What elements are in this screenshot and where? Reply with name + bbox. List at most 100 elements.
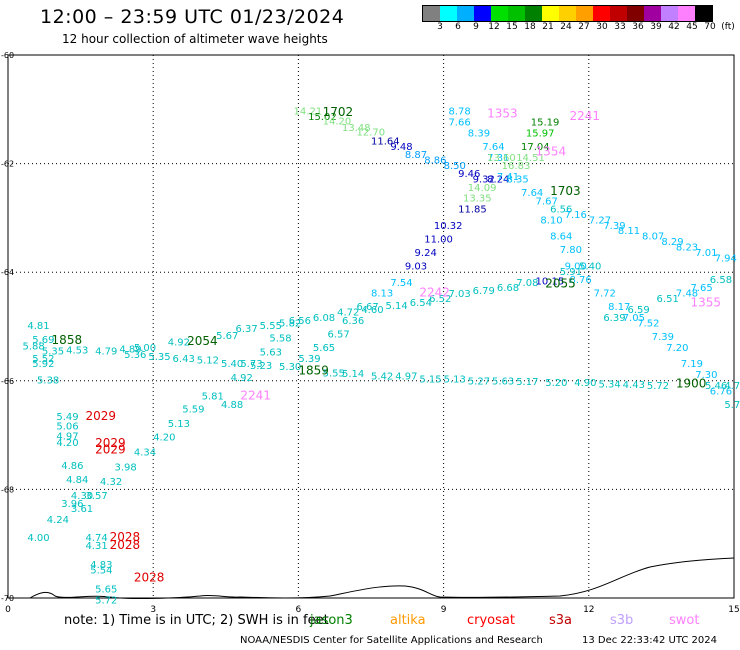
swh-value-label: 10.32 bbox=[434, 221, 463, 232]
colorbar-labels: 3 6 9 12 15 18 21 24 27 30 33 36 39 42 45 70 (ft) bbox=[422, 22, 735, 34]
colorbar-cell bbox=[593, 6, 610, 21]
swh-value-label: 5.38 bbox=[37, 376, 59, 387]
colorbar-label: 18 bbox=[524, 22, 536, 32]
swh-value-label: 4.60 bbox=[361, 305, 383, 316]
swh-value-label: 5.17 bbox=[516, 377, 538, 388]
swh-value-label: 7.66 bbox=[448, 118, 470, 129]
swh-value-label: 7.48 bbox=[676, 289, 698, 300]
time-label: 2241 bbox=[569, 109, 600, 123]
swh-value-label: 15.02 bbox=[308, 112, 337, 123]
colorbar-label: 45 bbox=[686, 22, 698, 32]
swh-value-label: 16.83 bbox=[502, 161, 531, 172]
colorbar-label: (ft) bbox=[721, 22, 735, 32]
swh-value-label: 4.20 bbox=[153, 433, 175, 444]
swh-value-label: 6.57 bbox=[327, 329, 349, 340]
swh-value-label: 5.55 bbox=[323, 368, 345, 379]
time-label: 2029 bbox=[95, 436, 126, 450]
x-tick-label: 6 bbox=[296, 605, 302, 615]
swh-value-label: 8.07 bbox=[642, 232, 664, 243]
swh-value-label: 5.35 bbox=[42, 347, 64, 358]
swh-value-label: 6.39 bbox=[603, 313, 625, 324]
legend-item-s3b: s3b bbox=[610, 613, 634, 628]
swh-value-label: 4.92 bbox=[231, 373, 253, 384]
swh-value-label: 14.21 bbox=[294, 107, 323, 118]
swh-value-label: 4.79 bbox=[95, 347, 117, 358]
swh-value-label: 7.65 bbox=[690, 283, 712, 294]
swh-value-label: 10.15 bbox=[536, 277, 565, 288]
swh-value-label: 5.72 bbox=[647, 381, 669, 392]
swh-value-label: 4.81 bbox=[27, 321, 49, 332]
time-label: 2029 bbox=[95, 443, 126, 457]
time-label: 1353 bbox=[487, 106, 518, 120]
x-tick-label: 0 bbox=[5, 605, 11, 615]
swh-value-label: 5.81 bbox=[202, 391, 224, 402]
swh-value-label: 6.36 bbox=[342, 316, 364, 327]
time-label: 2028 bbox=[110, 538, 141, 552]
swh-value-label: 4.86 bbox=[61, 461, 83, 472]
swh-value-label: 8.17 bbox=[608, 302, 630, 313]
swh-value-label: 4.43 bbox=[623, 380, 645, 391]
swh-value-label: 5.91 bbox=[560, 267, 582, 278]
swh-value-label: 5.72 bbox=[95, 595, 117, 606]
swh-value-label: 7.41 bbox=[497, 172, 519, 183]
swh-value-label: 7.27 bbox=[589, 215, 611, 226]
swh-value-label: 4.89 bbox=[119, 345, 141, 356]
swh-value-label: 5.79 bbox=[724, 400, 740, 411]
colorbar-cell bbox=[559, 6, 576, 21]
swh-value-label: 6.51 bbox=[657, 294, 679, 305]
swh-value-label: 4.32 bbox=[100, 477, 122, 488]
swh-value-label: 6.67 bbox=[356, 302, 378, 313]
swh-value-label: 3.96 bbox=[61, 499, 83, 510]
colorbar-label: 21 bbox=[542, 22, 554, 32]
colorbar-label: 36 bbox=[632, 22, 644, 32]
swh-value-label: 8.35 bbox=[507, 175, 529, 186]
swh-value-label: 17.04 bbox=[521, 142, 550, 153]
legend-item-s3a: s3a bbox=[549, 613, 573, 628]
swh-value-label: 5.27 bbox=[468, 377, 490, 388]
colorbar-label: 70 bbox=[704, 22, 716, 32]
swh-value-label: 4.74 bbox=[85, 533, 107, 544]
colorbar-label: 24 bbox=[560, 22, 572, 32]
swh-value-label: 5.65 bbox=[95, 585, 117, 596]
swh-value-label: 8.86 bbox=[424, 156, 446, 167]
swh-value-label: 5.13 bbox=[444, 374, 466, 385]
swh-value-label: 6.56 bbox=[550, 204, 572, 215]
y-tick-label: -68 bbox=[1, 485, 14, 494]
colorbar-label: 15 bbox=[506, 22, 518, 32]
swh-value-label: 4.24 bbox=[47, 515, 69, 526]
swh-value-label: 9.46 bbox=[458, 169, 480, 180]
swh-value-label: 5.13 bbox=[168, 419, 190, 430]
legend-item-altika: altika bbox=[390, 613, 426, 628]
swh-value-label: 4.20 bbox=[56, 438, 78, 449]
swh-value-label: 7.94 bbox=[715, 253, 737, 264]
swh-value-label: 6.58 bbox=[710, 275, 732, 286]
colorbar-cell bbox=[627, 6, 644, 21]
swh-value-label: 7.54 bbox=[390, 278, 412, 289]
colorbar-cell bbox=[644, 6, 661, 21]
swh-value-label: 8.64 bbox=[550, 232, 572, 243]
y-tick-label: -60 bbox=[1, 51, 14, 60]
swh-value-label: 4.53 bbox=[66, 346, 88, 357]
y-tick-label: -62 bbox=[1, 160, 14, 169]
colorbar-cell bbox=[525, 6, 542, 21]
swh-value-label: 4.88 bbox=[221, 400, 243, 411]
colorbar-cell bbox=[423, 6, 440, 21]
time-label: 1355 bbox=[690, 295, 721, 309]
swh-value-label: 6.52 bbox=[429, 294, 451, 305]
swh-value-label: 4.97 bbox=[395, 372, 417, 383]
swh-value-label: 15.19 bbox=[531, 118, 560, 129]
swh-value-label: 5.23 bbox=[250, 361, 272, 372]
swh-value-label: 13.35 bbox=[463, 194, 492, 205]
swh-value-label: 7.80 bbox=[560, 245, 582, 256]
swh-value-label: 14.09 bbox=[468, 183, 497, 194]
swh-value-label: 5.14 bbox=[386, 301, 408, 312]
generated-timestamp: 13 Dec 22:33:42 UTC 2024 bbox=[582, 635, 717, 646]
swh-value-label: 7.16 bbox=[565, 210, 587, 221]
swh-value-label: 5.20 bbox=[545, 378, 567, 389]
swh-value-label: 5.73 bbox=[240, 359, 262, 370]
swh-value-label: 5.49 bbox=[56, 412, 78, 423]
swh-value-label: 8.13 bbox=[371, 289, 393, 300]
swh-value-label: 4.92 bbox=[168, 338, 190, 349]
x-tick-label: 3 bbox=[150, 605, 156, 615]
